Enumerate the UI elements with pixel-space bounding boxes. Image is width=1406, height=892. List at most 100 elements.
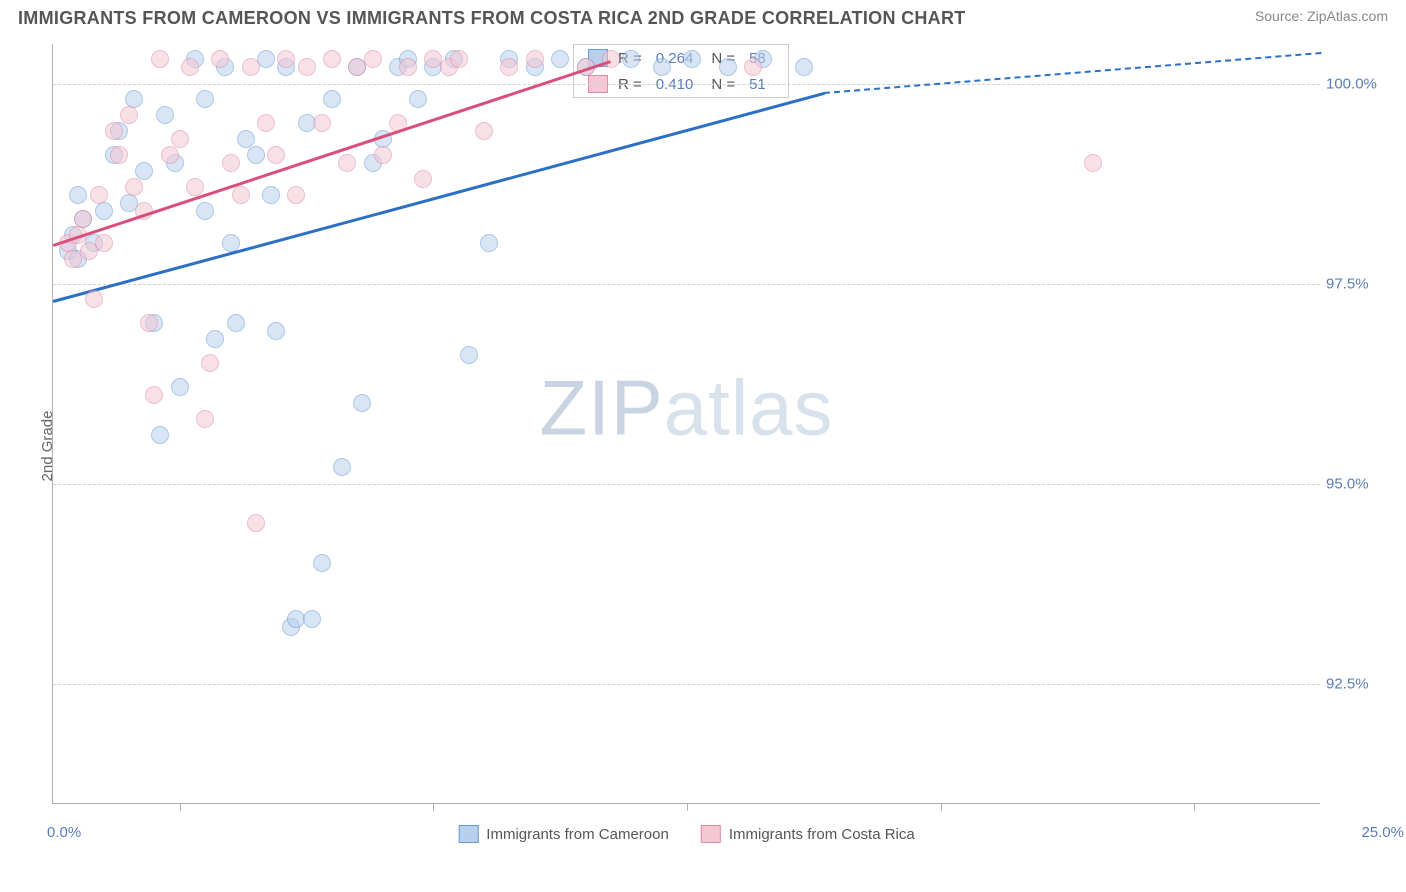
- scatter-point: [323, 50, 341, 68]
- scatter-point: [602, 50, 620, 68]
- scatter-point: [414, 170, 432, 188]
- trend-line: [53, 60, 612, 246]
- x-tick: [433, 803, 434, 811]
- scatter-point: [156, 106, 174, 124]
- scatter-point: [232, 186, 250, 204]
- legend-swatch: [458, 825, 478, 843]
- scatter-point: [480, 234, 498, 252]
- series-name: Immigrants from Costa Rica: [729, 826, 915, 843]
- scatter-point: [110, 146, 128, 164]
- scatter-point: [237, 130, 255, 148]
- scatter-point: [500, 58, 518, 76]
- scatter-point: [90, 186, 108, 204]
- scatter-point: [323, 90, 341, 108]
- chart-plot-area: ZIPatlas R =0.264N =58R =0.410N =51 0.0%…: [52, 44, 1320, 804]
- watermark-part1: ZIP: [539, 364, 663, 452]
- scatter-point: [409, 90, 427, 108]
- scatter-point: [257, 114, 275, 132]
- scatter-point: [186, 178, 204, 196]
- x-tick: [180, 803, 181, 811]
- scatter-point: [206, 330, 224, 348]
- scatter-point: [313, 114, 331, 132]
- scatter-point: [196, 90, 214, 108]
- scatter-point: [460, 346, 478, 364]
- scatter-point: [201, 354, 219, 372]
- scatter-point: [653, 58, 671, 76]
- scatter-point: [171, 378, 189, 396]
- scatter-point: [151, 426, 169, 444]
- legend-swatch: [701, 825, 721, 843]
- scatter-point: [161, 146, 179, 164]
- scatter-point: [171, 130, 189, 148]
- scatter-point: [364, 50, 382, 68]
- scatter-point: [622, 50, 640, 68]
- y-tick-label: 100.0%: [1326, 76, 1396, 93]
- scatter-point: [353, 394, 371, 412]
- scatter-point: [140, 314, 158, 332]
- scatter-point: [227, 314, 245, 332]
- x-axis-min-label: 0.0%: [47, 824, 81, 841]
- scatter-point: [95, 202, 113, 220]
- y-tick-label: 97.5%: [1326, 276, 1396, 293]
- trend-line-dashed: [824, 52, 1321, 94]
- scatter-point: [211, 50, 229, 68]
- watermark: ZIPatlas: [539, 363, 833, 454]
- gridline: [53, 484, 1320, 485]
- scatter-point: [242, 58, 260, 76]
- scatter-point: [303, 610, 321, 628]
- scatter-point: [105, 122, 123, 140]
- x-tick: [687, 803, 688, 811]
- scatter-point: [196, 410, 214, 428]
- scatter-point: [85, 290, 103, 308]
- gridline: [53, 684, 1320, 685]
- scatter-point: [267, 146, 285, 164]
- scatter-point: [267, 322, 285, 340]
- scatter-point: [298, 58, 316, 76]
- scatter-point: [262, 186, 280, 204]
- scatter-point: [74, 210, 92, 228]
- x-axis-max-label: 25.0%: [1361, 824, 1404, 841]
- scatter-point: [313, 554, 331, 572]
- series-legend-item: Immigrants from Cameroon: [458, 825, 669, 843]
- y-tick-label: 92.5%: [1326, 676, 1396, 693]
- series-legend: Immigrants from Cameroon Immigrants from …: [458, 825, 914, 843]
- series-legend-item: Immigrants from Costa Rica: [701, 825, 915, 843]
- gridline: [53, 284, 1320, 285]
- scatter-point: [475, 122, 493, 140]
- scatter-point: [247, 514, 265, 532]
- scatter-point: [374, 146, 392, 164]
- chart-title: IMMIGRANTS FROM CAMEROON VS IMMIGRANTS F…: [18, 8, 966, 29]
- scatter-point: [95, 234, 113, 252]
- scatter-point: [181, 58, 199, 76]
- scatter-point: [247, 146, 265, 164]
- scatter-point: [450, 50, 468, 68]
- scatter-point: [795, 58, 813, 76]
- scatter-point: [277, 50, 295, 68]
- scatter-point: [526, 50, 544, 68]
- scatter-point: [196, 202, 214, 220]
- scatter-point: [338, 154, 356, 172]
- scatter-point: [151, 50, 169, 68]
- y-tick-label: 95.0%: [1326, 476, 1396, 493]
- scatter-point: [135, 162, 153, 180]
- scatter-point: [399, 58, 417, 76]
- scatter-point: [744, 58, 762, 76]
- gridline: [53, 84, 1320, 85]
- source-label: Source: ZipAtlas.com: [1255, 8, 1388, 24]
- scatter-point: [333, 458, 351, 476]
- trend-line: [53, 92, 825, 302]
- watermark-part2: atlas: [664, 364, 834, 452]
- scatter-point: [683, 50, 701, 68]
- scatter-point: [719, 58, 737, 76]
- scatter-point: [287, 186, 305, 204]
- scatter-point: [145, 386, 163, 404]
- scatter-point: [69, 186, 87, 204]
- scatter-point: [222, 154, 240, 172]
- scatter-point: [1084, 154, 1102, 172]
- series-name: Immigrants from Cameroon: [486, 826, 669, 843]
- scatter-point: [125, 178, 143, 196]
- scatter-point: [120, 106, 138, 124]
- scatter-point: [551, 50, 569, 68]
- x-tick: [1194, 803, 1195, 811]
- x-tick: [941, 803, 942, 811]
